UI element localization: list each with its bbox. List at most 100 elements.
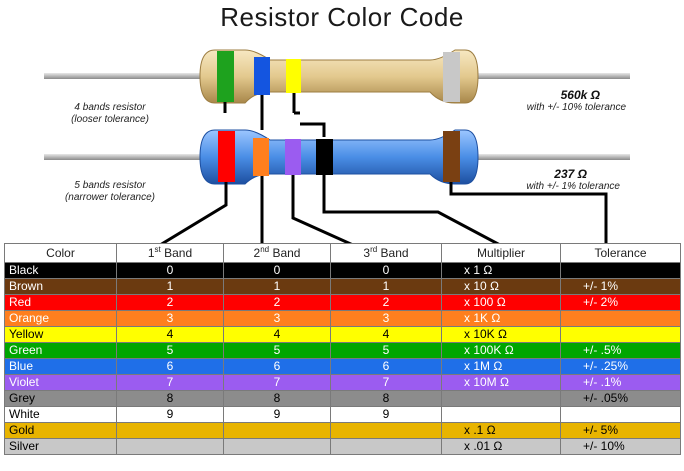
table-row: Orange 3 3 3 x 1K Ω [4,310,681,327]
tolerance-cell: +/- .1% [560,374,681,391]
multiplier-cell [441,406,561,423]
band-grey [443,52,460,102]
table-header-row: Color 1st Band 2nd Band 3rd Band Multipl… [4,243,681,263]
band-orange [253,138,269,176]
tolerance-cell: +/- 2% [560,294,681,311]
color-name-cell: Violet [4,374,117,391]
tolerance-cell [560,262,681,279]
band-yellow [286,59,301,93]
band-green [217,51,234,102]
band1-cell: 1 [116,278,224,295]
table-body: Black 0 0 0 x 1 Ω Brown 1 1 1 x 10 Ω +/- 1% Red 2 2 2 x… [4,262,681,455]
multiplier-cell: x 10 Ω [441,278,561,295]
band1-cell [116,422,224,439]
tolerance-cell [560,406,681,423]
header-multiplier: Multiplier [441,243,561,263]
color-name-cell: Black [4,262,117,279]
resistor4-tolerance: with +/- 10% tolerance [526,102,626,113]
lead-right-4 [470,73,630,79]
tolerance-cell: +/- 1% [560,278,681,295]
band1-cell [116,438,224,455]
connector-line [159,182,228,245]
color-code-table: Color 1st Band 2nd Band 3rd Band Multipl… [4,243,681,455]
table-row: White 9 9 9 [4,406,681,423]
color-name-cell: Brown [4,278,117,295]
band2-cell: 1 [223,278,331,295]
band2-cell [223,438,331,455]
band1-cell: 7 [116,374,224,391]
table-row: Green 5 5 5 x 100K Ω +/- .5% [4,342,681,359]
band1-cell: 6 [116,358,224,375]
color-name-cell: Red [4,294,117,311]
band3-cell: 2 [330,294,442,311]
table-row: Brown 1 1 1 x 10 Ω +/- 1% [4,278,681,295]
header-band2: 2nd Band [223,243,331,263]
band1-cell: 9 [116,406,224,423]
band1-cell: 5 [116,342,224,359]
band3-cell: 1 [330,278,442,295]
table-row: Black 0 0 0 x 1 Ω [4,262,681,279]
band2-cell: 0 [223,262,331,279]
resistor-body-4 [199,49,479,104]
band-blue [254,57,270,95]
multiplier-cell: x 1M Ω [441,358,561,375]
band1-cell: 2 [116,294,224,311]
header-band1: 1st Band [116,243,224,263]
color-name-cell: Green [4,342,117,359]
band-black [316,139,333,175]
tolerance-cell: +/- .5% [560,342,681,359]
band2-cell: 9 [223,406,331,423]
header-band3: 3rd Band [330,243,442,263]
connector-line [300,122,326,137]
tolerance-cell: +/- .05% [560,390,681,407]
band2-cell: 7 [223,374,331,391]
band2-cell: 3 [223,310,331,327]
connector-lines-4 [223,93,326,137]
connector-line [291,175,354,245]
band-violet [285,139,301,175]
table-row: Gold x .1 Ω +/- 5% [4,422,681,439]
connector-line [322,175,501,245]
multiplier-cell: x .01 Ω [441,438,561,455]
band1-cell: 3 [116,310,224,327]
band3-cell [330,422,442,439]
band3-cell: 8 [330,390,442,407]
band3-cell: 0 [330,262,442,279]
header-tolerance: Tolerance [560,243,681,263]
color-name-cell: Yellow [4,326,117,343]
resistor4-label: 4 bands resistor (looser tolerance) [40,102,180,126]
color-name-cell: Gold [4,422,117,439]
connector-line [449,182,608,245]
color-name-cell: White [4,406,117,423]
resistor5-label-line2: (narrower tolerance) [64,192,156,203]
band1-cell: 4 [116,326,224,343]
band3-cell: 5 [330,342,442,359]
band-red [218,131,235,182]
resistor5-label-line1: 5 bands resistor [74,180,146,191]
band2-cell: 4 [223,326,331,343]
tolerance-cell: +/- .25% [560,358,681,375]
color-name-cell: Grey [4,390,117,407]
table-row: Grey 8 8 8 +/- .05% [4,390,681,407]
table-row: Yellow 4 4 4 x 10K Ω [4,326,681,343]
tolerance-cell [560,310,681,327]
lead-left-5 [44,154,204,160]
band2-cell: 5 [223,342,331,359]
band3-cell: 6 [330,358,442,375]
multiplier-cell: x 100K Ω [441,342,561,359]
table-row: Violet 7 7 7 x 10M Ω +/- .1% [4,374,681,391]
band3-cell [330,438,442,455]
multiplier-cell: x 1K Ω [441,310,561,327]
band3-cell: 3 [330,310,442,327]
band1-cell: 0 [116,262,224,279]
band2-cell [223,422,331,439]
table-row: Blue 6 6 6 x 1M Ω +/- .25% [4,358,681,375]
multiplier-cell: x .1 Ω [441,422,561,439]
multiplier-cell: x 1 Ω [441,262,561,279]
color-name-cell: Orange [4,310,117,327]
band3-cell: 7 [330,374,442,391]
band2-cell: 8 [223,390,331,407]
multiplier-cell: x 10M Ω [441,374,561,391]
resistor4-value: 560k Ω [560,88,600,102]
tolerance-cell: +/- 5% [560,422,681,439]
